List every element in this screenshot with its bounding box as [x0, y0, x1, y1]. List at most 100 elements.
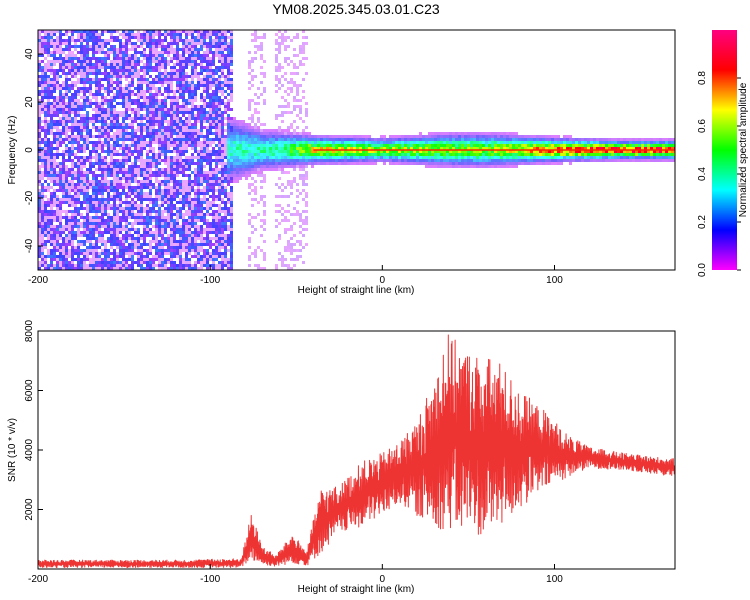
spectrogram-cell: [194, 117, 197, 120]
spectrogram-cell: [218, 192, 221, 195]
spectrogram-cell: [53, 156, 56, 159]
spectrogram-cell: [122, 54, 125, 57]
spectrogram-cell: [221, 258, 224, 261]
spectrogram-cell: [89, 240, 92, 243]
spectrogram-cell: [143, 162, 146, 165]
spectrogram-cell: [284, 153, 287, 156]
spectrogram-cell: [143, 240, 146, 243]
spectrogram-cell: [80, 165, 83, 168]
spectrogram-cell: [89, 63, 92, 66]
spectrogram-cell: [170, 144, 173, 147]
spectrogram-cell: [158, 222, 161, 225]
spectrogram-cell: [146, 159, 149, 162]
spectrogram-cell: [173, 174, 176, 177]
spectrogram-cell: [86, 213, 89, 216]
spectrogram-cell: [65, 54, 68, 57]
spectrogram-cell: [77, 90, 80, 93]
spectrogram-cell: [119, 264, 122, 267]
spectrogram-cell: [212, 51, 215, 54]
spectrogram-cell: [173, 141, 176, 144]
spectrogram-cell: [107, 228, 110, 231]
spectrogram-cell: [131, 240, 134, 243]
spectrogram-cell: [149, 231, 152, 234]
spectrogram-cell: [140, 237, 143, 240]
spectrogram-cell: [137, 240, 140, 243]
spectrogram-cell: [167, 90, 170, 93]
spectrogram-cell: [143, 36, 146, 39]
spectrogram-cell: [137, 153, 140, 156]
spectrogram-cell: [227, 153, 230, 156]
spectrogram-cell: [107, 267, 110, 270]
spectrogram-cell: [143, 114, 146, 117]
spectrogram-cell: [38, 192, 41, 195]
spectrogram-cell: [95, 153, 98, 156]
spectrogram-cell: [116, 30, 119, 33]
spectrogram-cell: [83, 231, 86, 234]
spectrogram-cell: [221, 201, 224, 204]
spectrogram-cell: [125, 84, 128, 87]
spectrogram-cell: [158, 69, 161, 72]
spectrogram-cell: [83, 57, 86, 60]
spectrogram-cell: [143, 168, 146, 171]
spectrogram-cell: [86, 102, 89, 105]
spectrogram-cell: [137, 135, 140, 138]
spectrogram-cell: [62, 228, 65, 231]
spectrogram-cell: [104, 138, 107, 141]
spectrogram-cell: [65, 165, 68, 168]
spectrogram-cell: [92, 57, 95, 60]
spectrogram-cell: [218, 162, 221, 165]
spectrogram-cell: [71, 252, 74, 255]
spectrogram-cell: [221, 36, 224, 39]
spectrogram-cell: [260, 132, 263, 135]
spectrogram-cell: [122, 246, 125, 249]
spectrogram-cell: [50, 45, 53, 48]
spectrogram-cell: [83, 156, 86, 159]
spectrogram-cell: [116, 75, 119, 78]
spectrogram-cell: [188, 57, 191, 60]
spectrogram-cell: [194, 57, 197, 60]
spectrogram-cell: [41, 183, 44, 186]
spectrogram-cell: [206, 252, 209, 255]
spectrogram-cell: [200, 165, 203, 168]
spectrogram-cell: [149, 195, 152, 198]
spectrogram-cell: [44, 225, 47, 228]
spectrogram-cell: [77, 78, 80, 81]
spectrogram-cell: [284, 264, 287, 267]
spectrogram-cell: [272, 156, 275, 159]
spectrogram-cell: [287, 195, 290, 198]
spectrogram-cell: [212, 42, 215, 45]
spectrogram-cell: [203, 42, 206, 45]
spectrogram-cell: [86, 60, 89, 63]
spectrogram-cell: [92, 162, 95, 165]
spectrogram-cell: [242, 132, 245, 135]
spectrogram-cell: [152, 120, 155, 123]
spectrogram-cell: [260, 123, 263, 126]
spectrogram-cell: [53, 183, 56, 186]
spectrogram-cell: [188, 45, 191, 48]
spectrogram-cell: [38, 183, 41, 186]
spectrogram-cell: [53, 102, 56, 105]
spectrogram-cell: [113, 243, 116, 246]
spectrogram-cell: [173, 30, 176, 33]
spectrogram-cell: [131, 93, 134, 96]
spectrogram-cell: [80, 162, 83, 165]
spectrogram-cell: [131, 180, 134, 183]
spectrogram-cell: [200, 234, 203, 237]
spectrogram-cell: [104, 60, 107, 63]
spectrogram-cell: [98, 135, 101, 138]
spectrogram-cell: [50, 132, 53, 135]
spectrogram-cell: [56, 213, 59, 216]
spectrogram-cell: [83, 180, 86, 183]
spectrogram-cell: [155, 243, 158, 246]
spectrogram-cell: [212, 159, 215, 162]
spectrogram-cell: [44, 69, 47, 72]
spectrogram-cell: [53, 45, 56, 48]
spectrogram-cell: [77, 30, 80, 33]
spectrogram-cell: [101, 222, 104, 225]
spectrogram-cell: [215, 66, 218, 69]
spectrogram-cell: [113, 51, 116, 54]
spectrogram-cell: [167, 177, 170, 180]
spectrogram-cell: [170, 192, 173, 195]
spectrogram-cell: [98, 258, 101, 261]
spectrogram-cell: [65, 213, 68, 216]
